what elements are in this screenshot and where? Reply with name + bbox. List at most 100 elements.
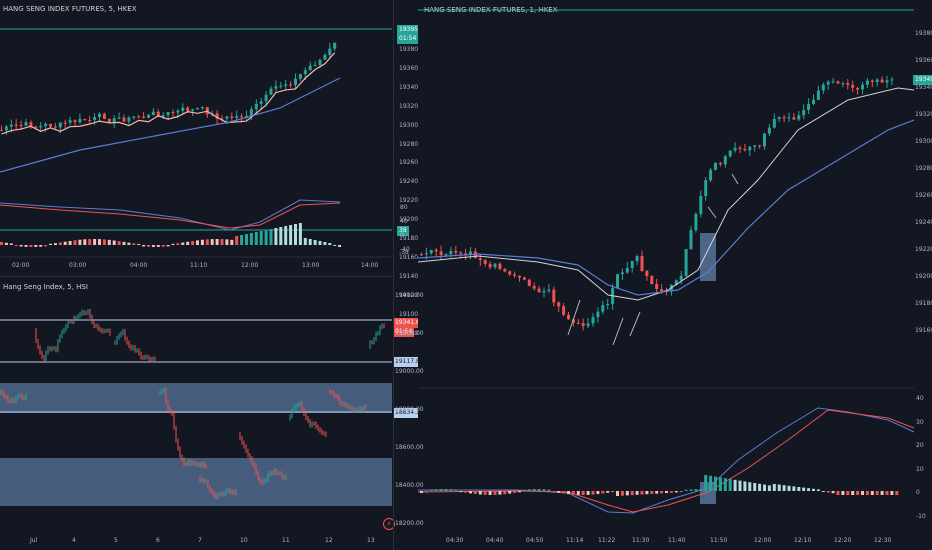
price-label: 19240 xyxy=(399,178,419,186)
histogram-bar xyxy=(39,245,43,247)
tl-candle xyxy=(333,42,337,49)
tl-candle xyxy=(171,112,175,114)
tl-candle xyxy=(274,86,278,89)
histogram-bar xyxy=(254,232,258,245)
histogram-bar xyxy=(709,475,713,491)
histogram-bar xyxy=(181,242,185,245)
histogram-bar xyxy=(718,477,722,491)
histogram-bar xyxy=(323,242,327,245)
r-candle xyxy=(841,83,845,85)
tl-candle xyxy=(53,126,57,128)
r-candle xyxy=(728,150,732,157)
histogram-bar xyxy=(117,241,121,245)
histogram-bar xyxy=(235,236,239,245)
histogram-bar xyxy=(733,479,737,491)
annotation-arrow xyxy=(612,317,624,346)
tl-candle xyxy=(186,107,190,111)
tl-candle xyxy=(318,59,322,65)
r-candle xyxy=(547,289,551,291)
histogram-bar xyxy=(875,491,879,495)
histogram-bar xyxy=(102,239,106,245)
price-label: 19240 xyxy=(915,219,932,226)
r-candle xyxy=(557,302,561,307)
histogram-bar xyxy=(576,491,580,495)
histogram-bar xyxy=(34,245,38,247)
r-candle xyxy=(679,275,683,281)
divider[interactable] xyxy=(393,0,394,550)
price-label: 19200.00 xyxy=(395,330,424,337)
histogram-bar xyxy=(841,491,845,495)
tl-candle xyxy=(19,125,23,127)
time-label: 14:00 xyxy=(361,262,379,269)
histogram-bar xyxy=(846,491,850,495)
histogram-bar xyxy=(464,491,468,493)
r-candle xyxy=(851,84,855,88)
r-candle xyxy=(567,314,570,320)
top-left-chart-panel[interactable]: HANG SENG INDEX FUTURES, 5, HKEX xyxy=(0,0,392,275)
bottom-left-chart-panel[interactable]: Hang Seng Index, 5, HSI xyxy=(0,277,392,550)
tl-candle xyxy=(58,122,62,128)
tl-candle xyxy=(308,65,312,71)
histogram-bar xyxy=(196,240,199,245)
tl-candle xyxy=(303,70,307,75)
histogram-bar xyxy=(836,491,840,495)
histogram-bar xyxy=(122,241,126,245)
macd-line xyxy=(0,199,341,231)
histogram-bar xyxy=(870,491,874,495)
tl-candle xyxy=(328,48,332,55)
macd-label: 40 xyxy=(400,218,408,225)
chart-title: Hang Seng Index, 5, HSI xyxy=(3,283,88,291)
r-candle xyxy=(488,263,492,268)
r-candle xyxy=(812,99,815,104)
histogram-bar xyxy=(449,489,453,491)
time-label: 11:30 xyxy=(632,537,650,544)
divider[interactable] xyxy=(0,276,393,277)
price-label: 19220 xyxy=(399,197,419,205)
tl-candle xyxy=(196,107,199,110)
histogram-bar xyxy=(318,241,322,245)
r-candle xyxy=(875,79,879,82)
r-candle xyxy=(767,127,771,134)
chart-title: HANG SENG INDEX FUTURES, 5, HKEX xyxy=(3,5,137,13)
histogram-bar xyxy=(802,487,806,491)
r-candle xyxy=(596,311,600,318)
histogram-bar xyxy=(107,239,111,245)
candles-top-left xyxy=(0,28,392,258)
histogram-bar xyxy=(127,242,131,245)
tl-candle xyxy=(4,126,8,131)
r-candle xyxy=(782,117,786,119)
ema-fast xyxy=(418,87,915,301)
histogram-bar xyxy=(49,243,52,245)
annotation-arrow xyxy=(707,206,717,219)
tl-candle xyxy=(289,84,293,86)
histogram-bar xyxy=(303,238,307,245)
histogram-bar xyxy=(200,239,204,245)
histogram-bar xyxy=(665,491,668,493)
tl-candle xyxy=(147,114,150,118)
r-candle xyxy=(537,288,541,293)
histogram-bar xyxy=(865,491,869,495)
time-label: 11:50 xyxy=(710,537,728,544)
r-candle xyxy=(748,146,752,151)
tl-candle xyxy=(245,115,248,118)
r-candle xyxy=(625,267,629,273)
tl-candle xyxy=(264,94,268,102)
histogram-bar xyxy=(620,491,624,496)
price-label: 19300 xyxy=(915,138,932,145)
r-candle xyxy=(797,115,801,120)
r-candle xyxy=(650,275,654,284)
histogram-bar xyxy=(205,239,209,245)
histogram-bar xyxy=(259,231,263,245)
histogram-bar xyxy=(93,239,97,245)
right-chart-panel[interactable]: HANG SENG INDEX FUTURES, 1, HKEX xyxy=(418,0,932,550)
r-candle xyxy=(518,275,521,278)
histogram-bar xyxy=(606,491,610,493)
histogram-bar xyxy=(562,491,566,494)
lightning-icon[interactable]: ⚡ xyxy=(383,518,395,530)
time-label: 13 xyxy=(367,537,375,544)
histogram-bar xyxy=(444,489,448,491)
tl-candle xyxy=(235,116,239,118)
tl-candle xyxy=(68,120,72,123)
histogram-bar xyxy=(0,242,3,245)
annotation-arrow xyxy=(629,311,641,337)
